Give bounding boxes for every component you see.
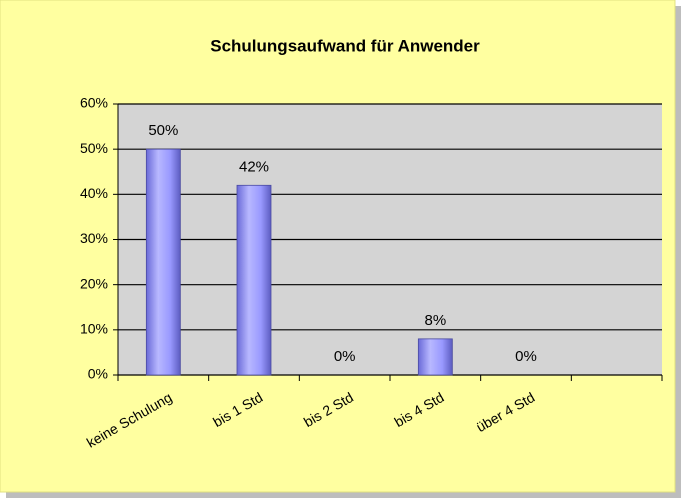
y-tick-label: 10%	[80, 321, 108, 337]
y-tick-label: 60%	[80, 95, 108, 111]
chart-title: Schulungsaufwand für Anwender	[210, 36, 480, 55]
data-label: 42%	[239, 158, 269, 175]
data-label: 0%	[334, 348, 356, 365]
y-tick-label: 30%	[80, 230, 108, 246]
y-tick-label: 0%	[88, 366, 108, 382]
data-label: 50%	[148, 122, 178, 139]
bar	[145, 148, 181, 376]
bar	[236, 184, 272, 376]
bar	[417, 338, 453, 376]
data-label: 8%	[424, 312, 446, 329]
y-tick-label: 50%	[80, 140, 108, 156]
y-tick-label: 40%	[80, 185, 108, 201]
data-label: 0%	[515, 348, 537, 365]
y-tick-label: 20%	[80, 275, 108, 291]
